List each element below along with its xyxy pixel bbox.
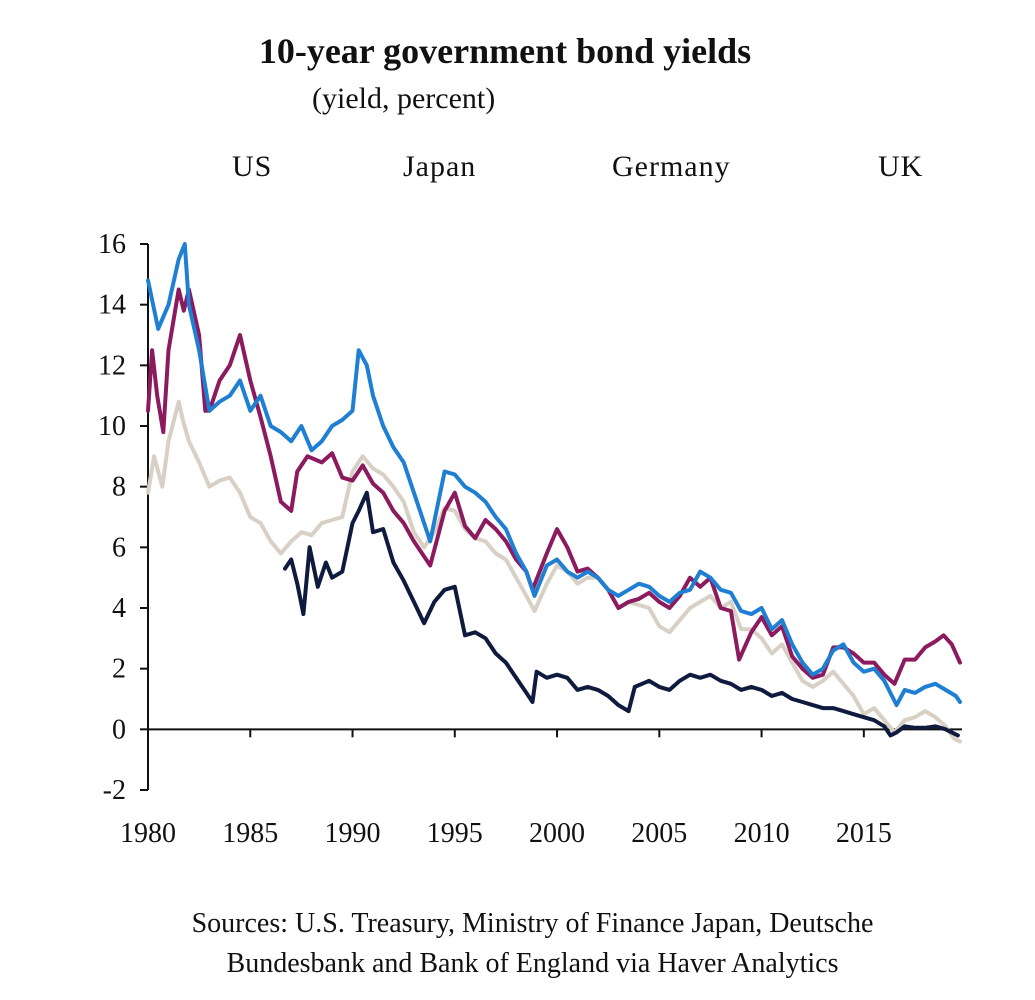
y-tick-label: 8 [112, 472, 126, 503]
chart-subtitle: (yield, percent) [312, 82, 496, 115]
y-tick-label: -2 [103, 775, 126, 806]
x-tick-label: 2000 [529, 818, 585, 849]
uk-yield-line [146, 242, 962, 708]
x-tick-label: 1995 [427, 818, 483, 849]
x-tick-label: 1980 [120, 818, 176, 849]
y-tick-label: 0 [112, 714, 126, 745]
legend-item-uk: UK [878, 150, 924, 183]
us-yield-line [146, 287, 962, 686]
y-tick-label: 4 [112, 593, 126, 624]
x-tick-label: 2010 [734, 818, 790, 849]
source-line-2: Bundesbank and Bank of England via Haver… [226, 948, 839, 979]
x-tick-label: 2005 [631, 818, 687, 849]
y-tick-label: 2 [112, 654, 126, 685]
y-tick-label: 16 [98, 229, 126, 260]
germany-yield-line [146, 399, 962, 744]
y-tick-label: 6 [112, 532, 126, 563]
y-tick-label: 12 [98, 350, 126, 381]
y-tick-label: 10 [98, 411, 126, 442]
x-tick-label: 1990 [325, 818, 381, 849]
chart-title: 10-year government bond yields [258, 31, 752, 71]
japan-yield-line [283, 490, 960, 738]
legend-item-us: US [232, 150, 273, 183]
x-tick-label: 2015 [836, 818, 892, 849]
bond-yield-chart: -2 0 2 4 6 8 10 12 14 16 1980 1985 1990 1995 2000 2005 2… [98, 229, 962, 849]
y-tick-label: 14 [98, 290, 126, 321]
source-line-1: Sources: U.S. Treasury, Ministry of Fina… [191, 908, 874, 939]
legend-item-japan: Japan [403, 150, 477, 183]
x-tick-label: 1985 [222, 818, 278, 849]
legend-item-germany: Germany [612, 150, 731, 183]
